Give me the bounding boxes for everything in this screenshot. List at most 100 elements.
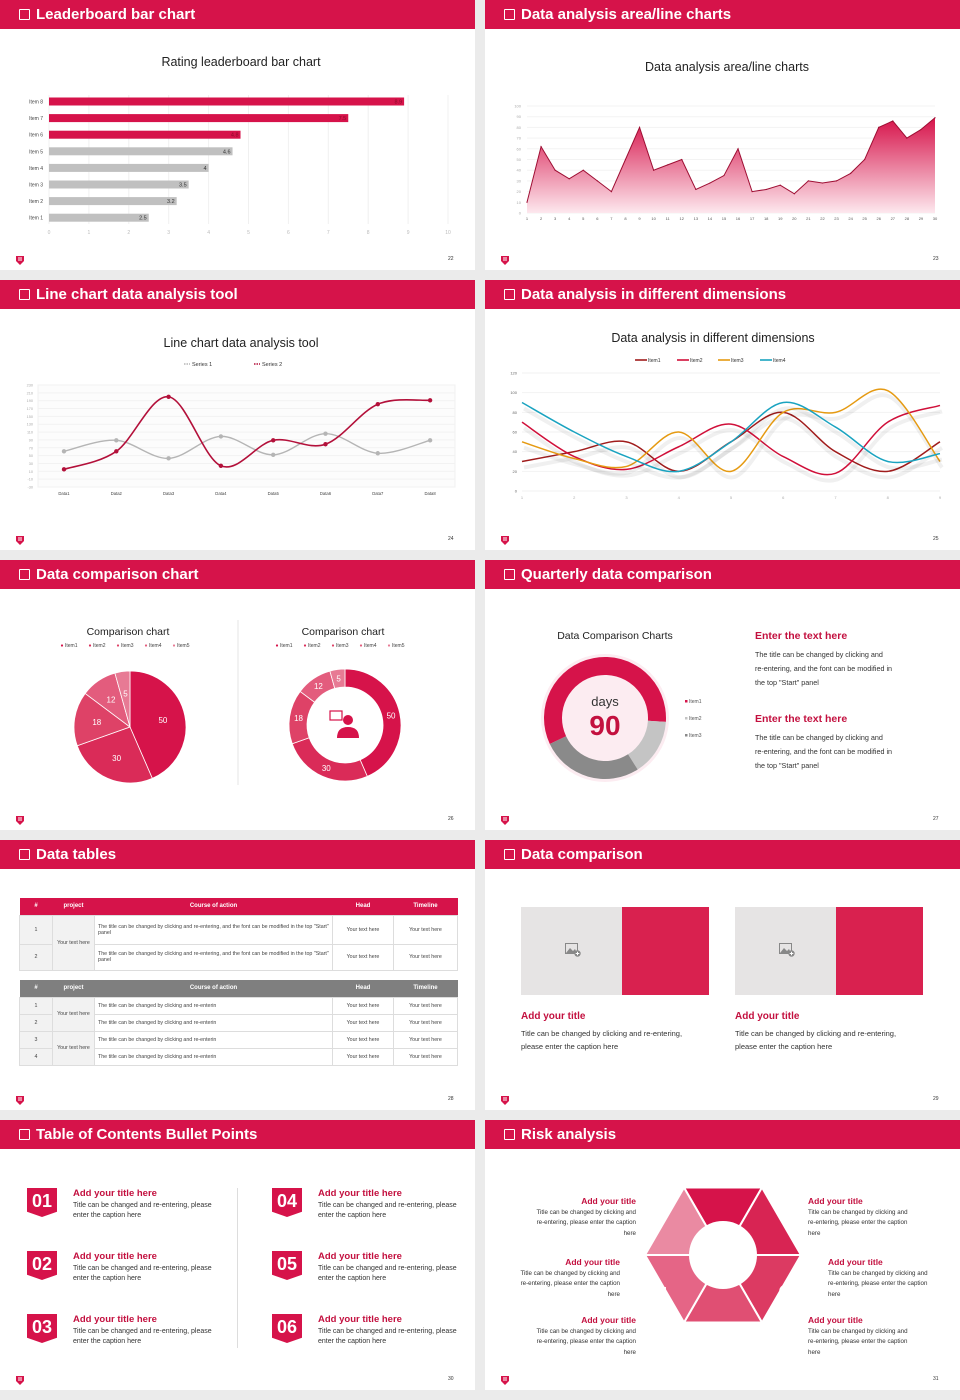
x-tick-label: 3 — [554, 216, 557, 221]
chart-title: Data Comparison Charts — [557, 630, 673, 642]
category-label: Item 2 — [29, 199, 43, 205]
x-tick-label: 18 — [764, 216, 769, 221]
data-point — [271, 438, 276, 443]
y-tick-label: 90 — [517, 114, 522, 119]
x-tick-label: 4 — [568, 216, 571, 221]
legend-swatch — [172, 644, 176, 647]
slice-label: 30 — [112, 754, 121, 763]
slice-label: 5 — [123, 690, 128, 699]
logo-icon — [15, 253, 25, 265]
checkbox-icon — [19, 1129, 30, 1140]
legend-label: Item3 — [336, 643, 349, 649]
data-point — [779, 184, 781, 186]
col-header: # — [19, 980, 53, 997]
table-header-row: # project Course of action Head Timeline — [19, 980, 458, 997]
donut-slice — [544, 656, 666, 744]
col-header: Timeline — [393, 980, 458, 997]
category-label: Item 1 — [29, 216, 43, 222]
data-label: 4.8 — [231, 133, 239, 139]
toc-title: Add your title here — [73, 1314, 157, 1325]
toc-body: Title can be changed and re-entering, pl… — [318, 1265, 457, 1282]
checkbox-icon — [504, 1129, 515, 1140]
toc-item[interactable]: 06 Add your title here Title can be change… — [272, 1314, 472, 1354]
category-label: Item 4 — [29, 166, 43, 172]
checkbox-icon — [504, 569, 515, 580]
x-tick-label: Data2 — [111, 491, 123, 496]
series-shadow — [523, 406, 943, 480]
data-point — [751, 191, 753, 193]
x-tick-label: 29 — [919, 216, 924, 221]
speech-bubble — [329, 710, 343, 721]
checkbox-icon — [504, 9, 515, 20]
data-point — [695, 188, 697, 191]
toc-number-badge: 02 — [27, 1251, 57, 1280]
body-line: re-entering, and the font can be modifie… — [755, 664, 893, 673]
chart-title: Comparison chart — [302, 626, 385, 638]
toc-item[interactable]: 05 Add your title here Title can be change… — [272, 1251, 472, 1291]
cell-head: Your text here — [332, 996, 394, 1015]
checkbox-icon — [19, 849, 30, 860]
toc-title: Add your title here — [73, 1251, 157, 1262]
x-tick-label: 9 — [407, 230, 410, 236]
cell-action: The title can be changed by clicking and… — [94, 1047, 333, 1066]
cell-num: 2 — [19, 1013, 53, 1032]
legend-label: Item3 — [689, 733, 702, 739]
x-tick-label: 24 — [848, 216, 853, 221]
legend-label: Item3 — [121, 643, 134, 649]
cell-head: Your text here — [332, 914, 394, 945]
data-point — [709, 182, 711, 184]
x-tick-label: 0 — [48, 230, 51, 236]
risk-title: Add your title — [808, 1315, 863, 1325]
slide-title: Leaderboard bar chart — [36, 6, 196, 23]
y-tick-label: 50 — [29, 454, 33, 458]
x-tick-label: 10 — [445, 230, 451, 236]
x-tick-label: 27 — [891, 216, 896, 221]
center-value: 90 — [589, 710, 620, 741]
x-tick-label: 6 — [782, 495, 785, 500]
pie-chart-icon: ◔ — [717, 1320, 729, 1336]
x-tick-label: 12 — [680, 216, 685, 221]
page-number: 31 — [933, 1376, 939, 1382]
toc-item[interactable]: 01 Add your title here Title can be change… — [27, 1188, 227, 1228]
x-tick-label: 8 — [367, 230, 370, 236]
data-point — [596, 180, 598, 182]
pie-slice — [129, 670, 187, 779]
area-line — [526, 117, 936, 203]
cell-head: Your text here — [332, 1030, 394, 1049]
x-tick-label: 2 — [540, 216, 543, 221]
slide-line-chart: Line chart data analysis tool -30 -10 10 30 5… — [0, 280, 475, 550]
toc-item[interactable]: 04 Add your title here Title can be change… — [272, 1188, 472, 1228]
checkbox-icon — [504, 289, 515, 300]
x-tick-label: 16 — [736, 216, 741, 221]
slide-title: Data comparison — [521, 846, 643, 863]
risk-body: Title can be changed by clicking and re-… — [808, 1328, 908, 1356]
data-point — [61, 467, 67, 472]
data-point — [765, 188, 767, 191]
x-tick-label: 1 — [88, 230, 91, 236]
toc-item[interactable]: 03 Add your title here Title can be change… — [27, 1314, 227, 1354]
slide-title: Data tables — [36, 846, 117, 863]
line-chart: Line chart data analysis tool -30 -10 10 30 5… — [27, 336, 456, 496]
category-label: Item 3 — [29, 183, 43, 189]
x-tick-label: 1 — [526, 216, 529, 221]
x-tick-label: 3 — [625, 495, 628, 500]
y-tick-label: 0 — [519, 211, 522, 216]
x-tick-label: 20 — [792, 216, 797, 221]
col-header: Course of action — [94, 980, 333, 997]
page-number: 28 — [448, 1096, 454, 1102]
data-point — [653, 169, 655, 171]
series-line — [63, 432, 431, 460]
bar — [49, 147, 233, 156]
bar — [49, 130, 241, 139]
legend-swatch — [331, 644, 335, 647]
quarterly-body-2: The title can be changed by clicking and… — [755, 731, 955, 773]
bar — [49, 114, 349, 123]
slide-data-tables: # project Course of action Head Timeline… — [0, 840, 475, 1110]
table-row: 1 Your text here The title can be change… — [19, 914, 458, 971]
logo-icon — [15, 533, 25, 545]
card-title: Add your title — [735, 1011, 800, 1022]
slide-title: Data comparison chart — [36, 566, 199, 583]
slice-label: 50 — [158, 716, 167, 725]
toc-item[interactable]: 02 Add your title here Title can be change… — [27, 1251, 227, 1291]
y-tick-label: 60 — [513, 430, 518, 435]
